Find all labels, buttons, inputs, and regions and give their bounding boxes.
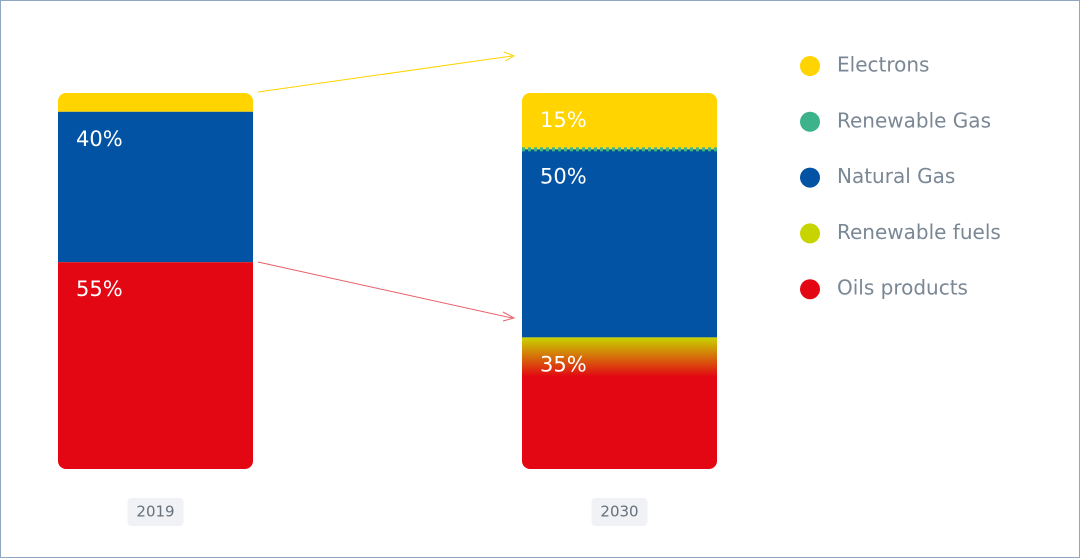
value-label: 15% [540,108,587,132]
value-label: 35% [540,352,587,376]
value-label: 50% [540,164,587,188]
legend-swatch [800,167,820,188]
bar-segment [58,111,253,263]
arrow-head [502,311,516,322]
legend-swatch [800,279,820,300]
value-label: 40% [76,127,123,151]
category-pill [127,498,184,526]
bar-segment [58,93,253,112]
bar-group [522,93,717,469]
legend-label: Renewable fuels [837,220,1001,244]
legend-label: Renewable Gas [837,108,991,132]
legend-label: Natural Gas [837,164,955,188]
bar-segment [58,262,253,469]
x-tick-label: 2019 [136,503,174,521]
x-tick-label: 2030 [600,503,638,521]
arrow [257,55,513,93]
category-pill [591,498,648,526]
legend-label: Oils products [837,276,968,300]
value-label: 55% [76,277,123,301]
bar-segment [522,93,717,150]
arrow [257,261,513,319]
legend-label: Electrons [837,53,929,77]
legend-swatch [800,111,820,132]
bar-segment [522,337,717,469]
bar-segment [522,149,717,338]
legend-swatch [800,223,820,244]
legend-swatch [800,56,820,76]
bar-group [58,93,253,469]
arrow-head [503,51,516,62]
value-label: 5% [76,60,109,84]
